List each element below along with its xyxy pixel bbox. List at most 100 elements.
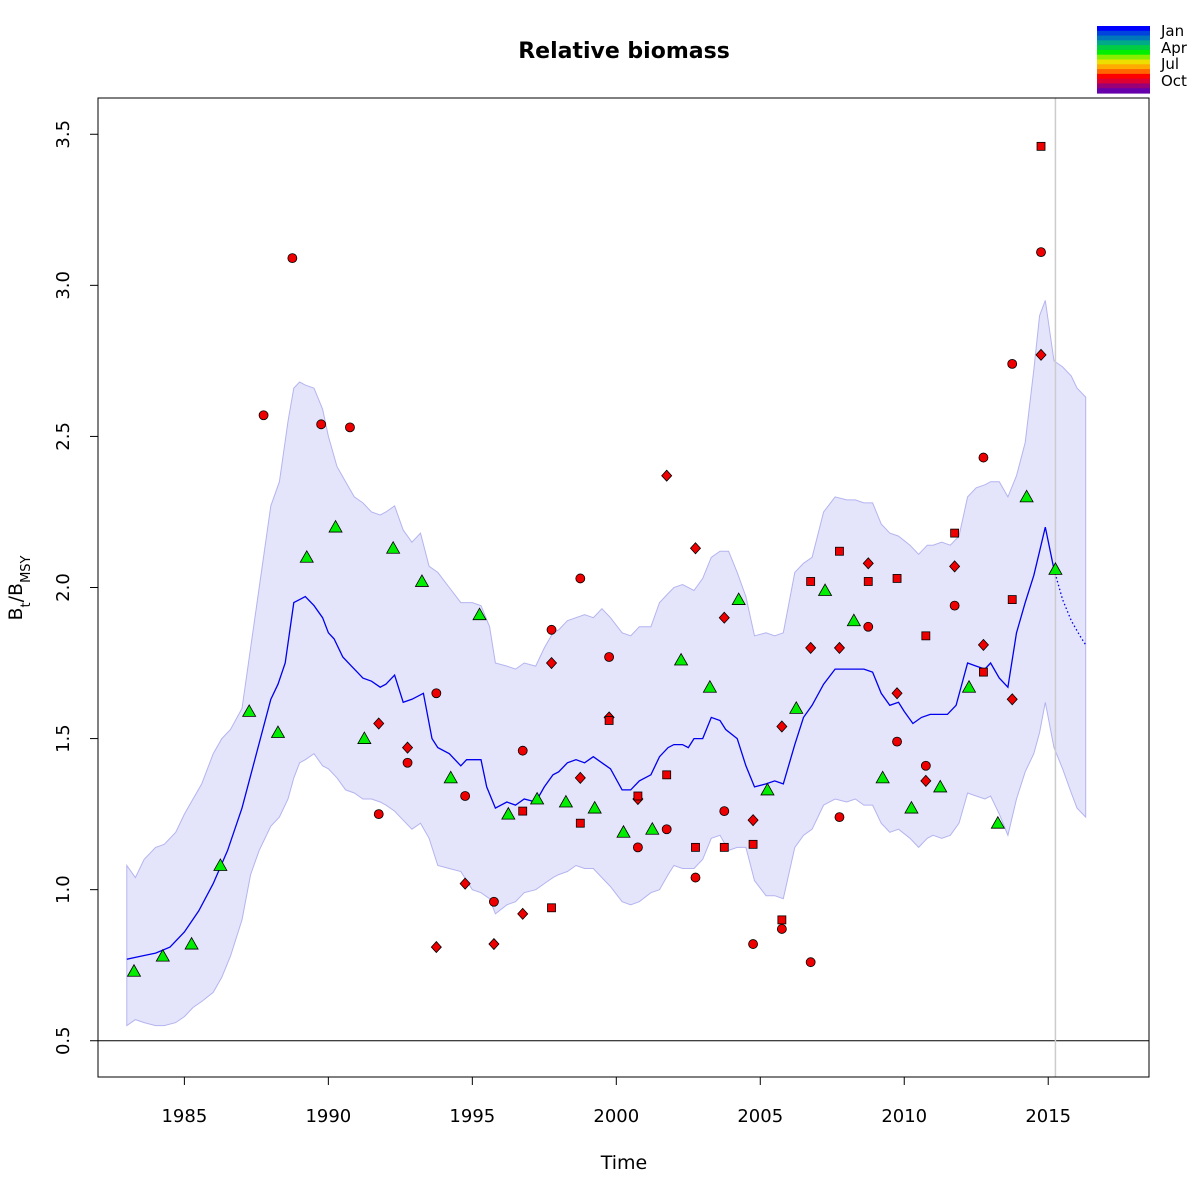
data-point-triangle bbox=[587, 800, 602, 814]
data-point-triangle bbox=[760, 782, 775, 796]
data-point-triangle bbox=[702, 679, 718, 693]
data-point-triangle bbox=[529, 791, 545, 805]
data-point-triangle bbox=[299, 549, 314, 563]
data-point-triangle bbox=[645, 821, 660, 835]
legend-swatch bbox=[1097, 64, 1150, 70]
data-point-square bbox=[835, 546, 844, 556]
data-point-square bbox=[748, 839, 758, 849]
x-axis-label: Time bbox=[600, 1152, 648, 1174]
data-point-circle bbox=[748, 939, 758, 949]
data-point-triangle bbox=[155, 948, 170, 962]
y-tick-label: 3.5 bbox=[53, 120, 74, 149]
data-point-triangle bbox=[184, 936, 199, 950]
data-point-triangle bbox=[904, 800, 919, 814]
y-tick-label: 1.5 bbox=[53, 724, 74, 753]
data-point-circle bbox=[776, 924, 787, 934]
data-point-circle bbox=[834, 812, 845, 823]
legend-swatch bbox=[1097, 26, 1150, 32]
data-point-circle bbox=[402, 757, 413, 768]
y-axis-label-sep: /B bbox=[5, 583, 27, 602]
x-tick-label: 1985 bbox=[161, 1106, 207, 1127]
data-point-square bbox=[518, 806, 528, 816]
data-point-triangle bbox=[846, 613, 862, 627]
data-point-diamond bbox=[1006, 693, 1018, 706]
data-point-diamond bbox=[1035, 348, 1047, 361]
data-point-circle bbox=[460, 791, 471, 801]
y-axis-label-base: B bbox=[5, 607, 27, 620]
data-point-triangle bbox=[472, 607, 487, 621]
data-point-diamond bbox=[517, 907, 529, 920]
data-point-square bbox=[863, 577, 873, 586]
y-axis-label-sub2: MSY bbox=[19, 555, 34, 582]
month-legend: Jan Apr Jul Oct bbox=[1097, 22, 1188, 94]
x-axis: 1985 1990 1995 2000 2005 2010 2015 bbox=[161, 1076, 1071, 1127]
data-point-circle bbox=[892, 736, 902, 747]
data-point-circle bbox=[431, 688, 442, 699]
data-point-diamond bbox=[459, 877, 471, 890]
estimate-line bbox=[126, 526, 1055, 960]
legend-swatch bbox=[1097, 40, 1150, 46]
data-point-triangle bbox=[357, 731, 372, 744]
legend-swatch bbox=[1097, 78, 1150, 85]
data-point-triangle bbox=[731, 592, 746, 605]
legend-swatch bbox=[1097, 83, 1150, 89]
series-circle bbox=[258, 247, 1046, 968]
data-point-square bbox=[604, 716, 614, 725]
data-point-circle bbox=[805, 957, 816, 968]
legend-color-scale bbox=[1097, 26, 1150, 94]
legend-label-jul: Jul bbox=[1160, 55, 1179, 73]
data-point-diamond bbox=[430, 940, 442, 954]
data-point-triangle bbox=[270, 725, 286, 738]
data-point-circle bbox=[632, 842, 643, 853]
data-point-diamond bbox=[949, 560, 961, 573]
data-point-diamond bbox=[747, 814, 759, 827]
data-point-square bbox=[979, 667, 988, 677]
plot-area bbox=[98, 98, 1149, 1077]
data-point-triangle bbox=[673, 652, 689, 666]
data-point-square bbox=[633, 791, 643, 801]
y-axis: 0.5 1.0 1.5 2.0 2.5 3.0 3.5 bbox=[53, 120, 99, 1055]
data-point-diamond bbox=[661, 469, 673, 482]
data-point-triangle bbox=[385, 540, 401, 554]
data-point-diamond bbox=[805, 641, 817, 655]
data-point-triangle bbox=[933, 779, 948, 793]
data-point-square bbox=[777, 915, 787, 925]
y-axis-label: Bt/BMSY bbox=[5, 555, 34, 620]
legend-swatch bbox=[1097, 69, 1150, 75]
data-point-square bbox=[921, 631, 931, 641]
data-point-triangle bbox=[1019, 489, 1034, 503]
y-tick-label: 2.5 bbox=[53, 422, 74, 451]
data-point-triangle bbox=[443, 770, 458, 784]
data-point-diamond bbox=[776, 720, 788, 733]
data-point-circle bbox=[1036, 247, 1046, 258]
data-point-triangle bbox=[1048, 562, 1063, 575]
legend-swatch bbox=[1097, 88, 1150, 94]
data-point-triangle bbox=[616, 824, 631, 838]
x-tick-label: 1990 bbox=[305, 1106, 351, 1127]
data-point-circle bbox=[978, 452, 989, 463]
y-tick-label: 3.0 bbox=[53, 271, 74, 300]
legend-swatch bbox=[1097, 54, 1150, 61]
data-point-diamond bbox=[833, 641, 845, 655]
data-point-circle bbox=[719, 806, 730, 816]
y-axis-label-sub1: t bbox=[19, 602, 34, 607]
data-point-diamond bbox=[977, 638, 989, 652]
legend-swatch bbox=[1097, 30, 1150, 37]
data-point-square bbox=[806, 577, 816, 586]
data-point-diamond bbox=[718, 611, 730, 624]
legend-label-jan: Jan bbox=[1160, 22, 1184, 40]
data-point-circle bbox=[287, 253, 298, 264]
data-point-diamond bbox=[891, 687, 903, 700]
x-tick-label: 1995 bbox=[449, 1106, 495, 1127]
data-point-circle bbox=[345, 422, 355, 433]
data-point-triangle bbox=[241, 704, 257, 717]
legend-swatch bbox=[1097, 59, 1150, 65]
data-point-triangle bbox=[414, 574, 430, 587]
data-point-triangle bbox=[990, 815, 1006, 829]
data-point-diamond bbox=[920, 774, 932, 787]
data-point-square bbox=[719, 842, 729, 852]
data-point-diamond bbox=[373, 717, 385, 730]
legend-swatch bbox=[1097, 35, 1150, 41]
data-point-circle bbox=[1007, 359, 1018, 369]
